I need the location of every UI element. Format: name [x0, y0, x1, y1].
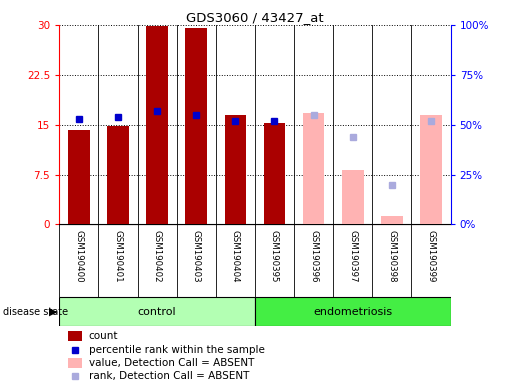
Bar — [68, 358, 81, 368]
Text: count: count — [89, 331, 118, 341]
Text: GSM190402: GSM190402 — [152, 230, 162, 283]
Bar — [107, 126, 129, 224]
Bar — [342, 170, 364, 224]
Text: value, Detection Call = ABSENT: value, Detection Call = ABSENT — [89, 358, 254, 368]
Bar — [381, 217, 403, 224]
Text: endometriosis: endometriosis — [313, 307, 392, 317]
Bar — [264, 123, 285, 224]
Text: GSM190404: GSM190404 — [231, 230, 240, 283]
Text: GSM190403: GSM190403 — [192, 230, 201, 283]
Bar — [59, 297, 255, 326]
Bar — [68, 331, 81, 341]
Text: disease state: disease state — [3, 307, 67, 317]
Text: GSM190395: GSM190395 — [270, 230, 279, 283]
Text: percentile rank within the sample: percentile rank within the sample — [89, 344, 265, 354]
Bar — [225, 115, 246, 224]
Text: GSM190397: GSM190397 — [348, 230, 357, 283]
Text: ▶: ▶ — [49, 307, 58, 317]
Text: rank, Detection Call = ABSENT: rank, Detection Call = ABSENT — [89, 371, 249, 381]
Bar — [420, 115, 442, 224]
Bar — [255, 297, 451, 326]
Text: GSM190398: GSM190398 — [387, 230, 397, 283]
Text: control: control — [138, 307, 176, 317]
Bar — [303, 113, 324, 224]
Text: GSM190400: GSM190400 — [74, 230, 83, 283]
Text: GSM190396: GSM190396 — [309, 230, 318, 283]
Title: GDS3060 / 43427_at: GDS3060 / 43427_at — [186, 11, 324, 24]
Bar — [68, 130, 90, 224]
Bar — [146, 26, 168, 224]
Text: GSM190401: GSM190401 — [113, 230, 123, 283]
Text: GSM190399: GSM190399 — [426, 230, 436, 283]
Bar — [185, 28, 207, 224]
